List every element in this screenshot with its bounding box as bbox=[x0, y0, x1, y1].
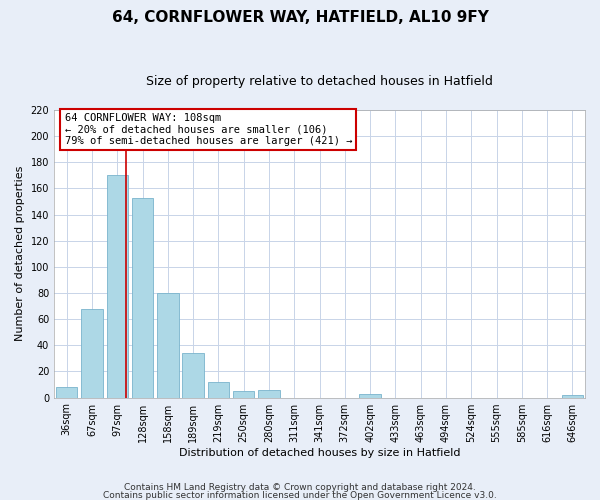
Text: 64 CORNFLOWER WAY: 108sqm
← 20% of detached houses are smaller (106)
79% of semi: 64 CORNFLOWER WAY: 108sqm ← 20% of detac… bbox=[65, 113, 352, 146]
Title: Size of property relative to detached houses in Hatfield: Size of property relative to detached ho… bbox=[146, 75, 493, 88]
Text: Contains public sector information licensed under the Open Government Licence v3: Contains public sector information licen… bbox=[103, 490, 497, 500]
Bar bbox=[157, 293, 179, 398]
X-axis label: Distribution of detached houses by size in Hatfield: Distribution of detached houses by size … bbox=[179, 448, 460, 458]
Text: 64, CORNFLOWER WAY, HATFIELD, AL10 9FY: 64, CORNFLOWER WAY, HATFIELD, AL10 9FY bbox=[112, 10, 488, 25]
Bar bbox=[182, 353, 204, 398]
Bar bbox=[359, 394, 381, 398]
Bar bbox=[81, 308, 103, 398]
Y-axis label: Number of detached properties: Number of detached properties bbox=[15, 166, 25, 342]
Bar bbox=[208, 382, 229, 398]
Bar bbox=[258, 390, 280, 398]
Bar bbox=[107, 176, 128, 398]
Bar bbox=[56, 387, 77, 398]
Bar bbox=[562, 395, 583, 398]
Text: Contains HM Land Registry data © Crown copyright and database right 2024.: Contains HM Land Registry data © Crown c… bbox=[124, 484, 476, 492]
Bar bbox=[233, 391, 254, 398]
Bar bbox=[132, 198, 153, 398]
